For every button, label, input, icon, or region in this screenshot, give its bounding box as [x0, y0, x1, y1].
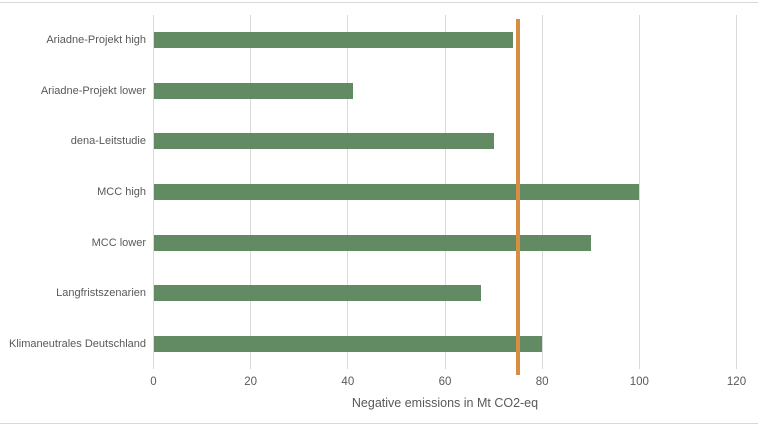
category-label: MCC high — [97, 186, 146, 198]
bar — [153, 335, 543, 352]
category-label: Klimaneutrales Deutschland — [9, 337, 146, 350]
category-label: Ariadne-Projekt high — [46, 34, 146, 47]
chart-border-top — [0, 2, 758, 3]
x-tick-label: 80 — [535, 376, 549, 388]
category-label: Ariadne-Projekt lower — [40, 84, 146, 97]
chart-border-bottom — [0, 423, 758, 424]
x-tick-label: 0 — [150, 376, 157, 388]
bar — [153, 82, 353, 99]
reference-line — [515, 19, 520, 375]
x-tick-label: 20 — [244, 376, 258, 388]
bar — [153, 32, 514, 49]
gridline — [638, 15, 640, 369]
category-label: dena-Leitstudie — [70, 135, 146, 148]
x-tick-label: 60 — [438, 376, 452, 388]
bar — [153, 234, 591, 251]
x-axis-title: Negative emissions in Mt CO2-eq — [351, 396, 539, 410]
bar — [153, 184, 640, 200]
gridline — [736, 15, 737, 369]
x-tick-label: 120 — [726, 376, 747, 388]
x-tick-label: 100 — [629, 376, 649, 388]
bar — [153, 133, 494, 150]
x-tick-label: 40 — [341, 376, 355, 388]
category-label: MCC lower — [91, 236, 146, 249]
bar — [153, 285, 482, 302]
category-label: Langfristszenarien — [56, 287, 146, 300]
